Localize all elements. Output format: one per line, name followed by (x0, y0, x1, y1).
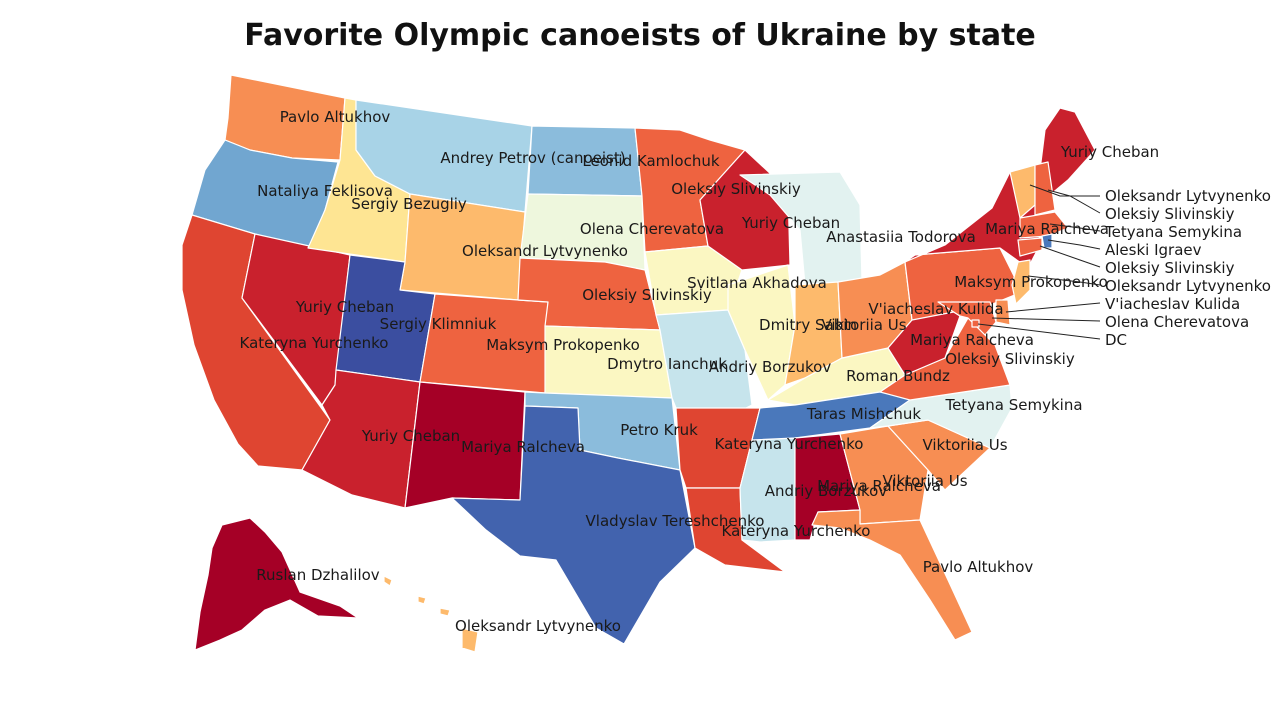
label-NH: Oleksiy Slivinskiy (1105, 205, 1235, 223)
map-title: Favorite Olympic canoeists of Ukraine by… (244, 18, 1036, 53)
leader-RI (1047, 239, 1101, 250)
label-AL: Mariya Ralcheva (817, 477, 941, 495)
state-CT[interactable] (1017, 237, 1043, 257)
label-GA: Viktoriia Us (882, 472, 967, 490)
label-DC: DC (1105, 331, 1127, 349)
state-MA[interactable] (1019, 211, 1069, 239)
leader-VT (1029, 184, 1100, 197)
label-IL: Dmitry Sabin (759, 316, 857, 334)
leader-DE (1005, 302, 1101, 313)
label-RI: Aleski Igraev (1105, 241, 1202, 259)
label-VA: Oleksiy Slivinskiy (945, 350, 1075, 368)
state-TX[interactable] (451, 405, 696, 645)
label-MA: Tetyana Semykina (1104, 223, 1242, 241)
label-ID: Sergiy Bezugliy (351, 195, 467, 213)
label-MO: Andriy Borzukov (709, 358, 832, 376)
leader-MA (1049, 223, 1101, 232)
label-UT: Sergiy Klimniuk (380, 315, 497, 333)
label-FL: Pavlo Altukhov (923, 558, 1034, 576)
state-RI[interactable] (1041, 233, 1053, 249)
label-TN: Taras Mishchuk (806, 405, 922, 423)
leader-DC (977, 323, 1101, 340)
label-MN: Oleksiy Slivinskiy (671, 180, 801, 198)
label-WY: Oleksandr Lytvynenko (462, 242, 628, 260)
label-MD: Olena Cherevatova (1105, 313, 1249, 331)
label-NC: Tetyana Semykina (944, 396, 1082, 414)
state-AK[interactable] (194, 517, 359, 651)
state-NJ[interactable] (1011, 259, 1031, 305)
label-TX: Vladyslav Tereshchenko (586, 512, 765, 530)
state-VA[interactable] (879, 317, 1011, 401)
label-KY: Roman Bundz (846, 367, 950, 385)
label-WA: Pavlo Altukhov (280, 108, 391, 126)
label-CA: Kateryna Yurchenko (240, 334, 389, 352)
label-PA: Maksym Prokopenko (954, 273, 1108, 291)
state-FL[interactable] (811, 509, 973, 641)
label-WV: Mariya Ralcheva (910, 331, 1034, 349)
label-NM: Mariya Ralcheva (461, 438, 585, 456)
label-OK: Petro Kruk (620, 421, 698, 439)
label-SD: Olena Cherevatova (580, 220, 724, 238)
state-IL[interactable] (727, 264, 796, 401)
label-AK: Ruslan Dzhalilov (256, 566, 380, 584)
label-IN: Viktoriia Us (821, 316, 906, 334)
label-NJ: Oleksandr Lytvynenko (1105, 277, 1271, 295)
state-DC[interactable] (971, 319, 980, 328)
label-SC: Viktoriia Us (922, 436, 1007, 454)
label-CO: Maksym Prokopenko (486, 336, 640, 354)
label-IA: Svitlana Akhadova (687, 274, 827, 292)
leader-CT (1039, 245, 1101, 268)
label-KS: Dmytro Ianchuk (607, 355, 727, 373)
label-AR: Kateryna Yurchenko (715, 435, 864, 453)
states-layer (181, 74, 1096, 653)
leader-NH (1047, 189, 1101, 214)
labels-layer: Pavlo Altukhov Nataliya Feklisova Katery… (240, 108, 1271, 635)
leader-MD (991, 317, 1101, 322)
label-NV: Yuriy Cheban (295, 298, 394, 316)
label-MS: Andriy Borzukov (765, 482, 888, 500)
state-HI[interactable] (383, 575, 479, 653)
label-LA: Kateryna Yurchenko (722, 522, 871, 540)
label-CT: Oleksiy Slivinskiy (1105, 259, 1235, 277)
leader-lines (977, 184, 1101, 340)
label-ME: Yuriy Cheban (1060, 143, 1159, 161)
label-OR: Nataliya Feklisova (257, 182, 393, 200)
label-ND: Leonid Kamlochuk (582, 152, 719, 170)
state-NH[interactable] (1034, 161, 1056, 216)
state-WY[interactable] (399, 193, 526, 301)
label-NY: Mariya Ralcheva (985, 220, 1109, 238)
state-MD[interactable] (937, 301, 997, 336)
label-NE: Oleksiy Slivinskiy (582, 286, 712, 304)
label-MI: Anastasiia Todorova (826, 228, 976, 246)
label-MT: Andrey Petrov (canoeist) (440, 149, 625, 167)
label-DE: V'iacheslav Kulida (1105, 295, 1240, 313)
label-OH: V'iacheslav Kulida (868, 300, 1003, 318)
leader-NJ (1027, 275, 1101, 286)
label-AZ: Yuriy Cheban (361, 427, 460, 445)
label-WI: Yuriy Cheban (741, 214, 840, 232)
label-HI: Oleksandr Lytvynenko (455, 617, 621, 635)
label-VT: Oleksandr Lytvynenko (1105, 187, 1271, 205)
